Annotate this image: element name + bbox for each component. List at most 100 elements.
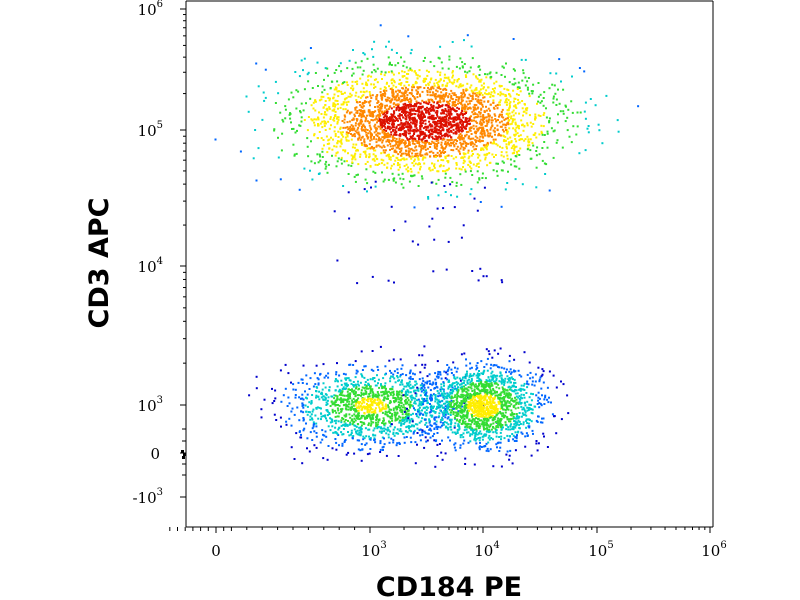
event-dot <box>311 87 314 89</box>
event-dot <box>456 195 459 198</box>
event-dot <box>312 107 315 110</box>
event-dot <box>379 114 382 117</box>
event-dot <box>501 160 504 163</box>
event-dot <box>462 142 465 145</box>
event-dot <box>291 128 293 130</box>
event-dot <box>381 110 384 113</box>
event-dot <box>401 107 404 110</box>
event-dot <box>442 117 445 120</box>
event-dot <box>478 90 481 93</box>
event-dot <box>444 109 447 112</box>
event-dot <box>403 158 406 161</box>
event-dot <box>464 168 467 171</box>
event-dot <box>426 399 429 402</box>
event-dot <box>464 384 467 386</box>
event-dot <box>584 149 587 152</box>
event-dot <box>488 92 490 95</box>
event-dot <box>461 110 464 112</box>
event-dot <box>357 383 359 386</box>
event-dot <box>535 440 538 442</box>
event-dot <box>339 392 342 395</box>
event-dot <box>329 417 332 420</box>
event-dot <box>410 430 413 433</box>
event-dot <box>403 436 406 439</box>
event-dot <box>455 181 458 184</box>
event-dot <box>288 417 291 420</box>
event-dot <box>526 122 529 125</box>
event-dot <box>325 160 328 163</box>
event-dot <box>391 413 394 415</box>
event-dot <box>383 391 386 394</box>
event-dot <box>450 142 453 145</box>
event-dot <box>464 107 467 110</box>
event-dot <box>528 114 531 117</box>
event-dot <box>292 383 295 386</box>
event-dot <box>404 97 407 100</box>
event-dot <box>433 416 436 419</box>
event-dot <box>343 121 346 124</box>
event-dot <box>373 111 376 114</box>
event-dot <box>461 129 464 132</box>
event-dot <box>324 398 327 401</box>
event-dot <box>456 79 459 81</box>
event-dot <box>396 406 399 409</box>
event-dot <box>332 96 335 99</box>
event-dot <box>564 120 567 123</box>
event-dot <box>431 99 434 101</box>
event-dot <box>342 101 345 104</box>
event-dot <box>346 377 349 380</box>
event-dot <box>335 411 338 414</box>
event-dot <box>385 405 388 408</box>
event-dot <box>403 111 406 114</box>
event-dot <box>462 116 465 119</box>
event-dot <box>351 406 353 409</box>
event-dot <box>346 84 349 86</box>
event-dot <box>449 121 452 123</box>
event-dot <box>319 373 321 376</box>
event-dot <box>366 57 369 60</box>
event-dot <box>437 178 440 181</box>
event-dot <box>461 61 464 64</box>
event-dot <box>536 146 539 149</box>
event-dot <box>419 102 422 105</box>
event-dot <box>366 182 369 185</box>
event-dot <box>349 126 352 128</box>
event-dot <box>564 104 567 107</box>
event-dot <box>263 99 266 102</box>
event-dot <box>508 127 511 130</box>
event-dot <box>386 115 388 118</box>
event-dot <box>408 426 411 428</box>
event-dot <box>398 82 401 85</box>
event-dot <box>394 400 397 403</box>
event-dot <box>427 134 430 137</box>
event-dot <box>472 73 475 76</box>
event-dot <box>389 400 392 402</box>
event-dot <box>351 74 353 77</box>
event-dot <box>356 399 359 401</box>
event-dot <box>449 176 452 179</box>
event-dot <box>402 106 405 109</box>
event-dot <box>471 90 474 93</box>
event-dot <box>301 404 304 407</box>
event-dot <box>340 162 343 165</box>
event-dot <box>429 125 432 128</box>
event-dot <box>490 121 493 124</box>
event-dot <box>465 124 468 127</box>
event-dot <box>391 87 394 90</box>
event-dot <box>538 153 541 156</box>
event-dot <box>513 146 516 149</box>
event-dot <box>352 397 355 400</box>
event-dot <box>461 106 464 109</box>
event-dot <box>390 48 393 51</box>
event-dot <box>392 90 395 93</box>
event-dot <box>470 133 473 135</box>
event-dot <box>309 97 312 100</box>
event-dot <box>519 147 522 150</box>
event-dot <box>477 106 480 109</box>
event-dot <box>432 121 435 124</box>
event-dot <box>374 402 377 405</box>
event-dot <box>408 429 411 432</box>
event-dot <box>518 101 521 104</box>
event-dot <box>428 81 431 84</box>
event-dot <box>378 394 381 397</box>
